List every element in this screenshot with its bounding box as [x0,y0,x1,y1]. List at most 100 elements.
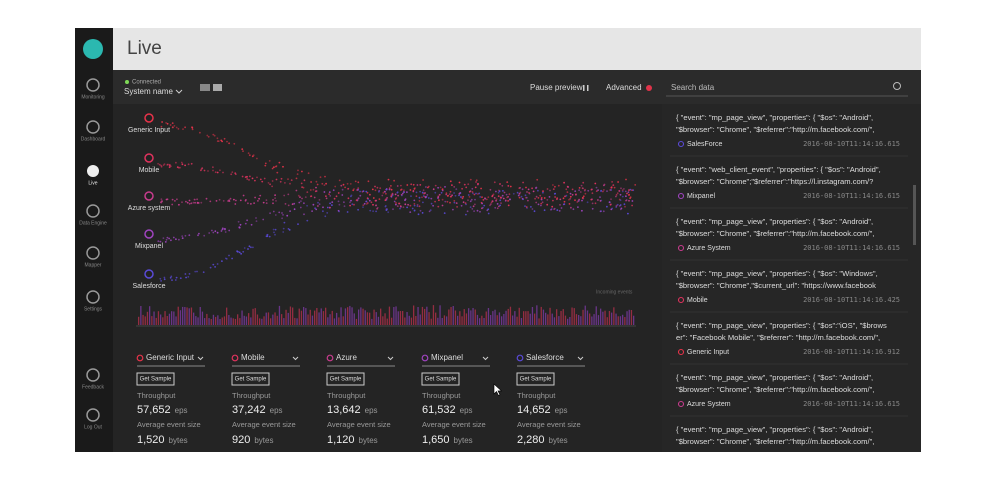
event-particle [233,142,236,145]
event-particle [157,162,160,165]
nav-label[interactable]: Data Engine [79,220,107,226]
activity-bar [254,308,256,325]
event-particle [546,203,549,206]
view-grid[interactable] [213,84,222,91]
activity-bar [613,307,615,325]
event-particle [289,210,291,213]
view-list[interactable] [200,84,210,91]
source-node[interactable] [144,113,154,123]
nav-label[interactable]: Mapper [85,262,102,268]
search-input[interactable]: Search data [671,83,715,92]
event-particle [234,172,237,175]
event-particle [316,183,319,186]
event-particle [203,234,206,237]
event-particle [342,183,345,186]
advanced[interactable]: Advanced [606,83,642,92]
event-particle [410,195,412,198]
search-icon[interactable] [893,82,901,90]
activity-bar [529,313,531,325]
activity-bar [531,307,534,325]
event-particle [239,223,242,226]
event-particle [228,200,231,203]
nav-icon[interactable] [87,165,99,177]
event-particle [301,186,303,189]
throughput-label: Throughput [232,391,271,400]
event-particle [356,189,358,191]
activity-bar [228,315,230,325]
nav-icon[interactable] [86,246,100,260]
nav-label[interactable]: Log Out [84,424,102,430]
event-particle [228,229,231,232]
source-select[interactable]: Salesforce [526,353,564,362]
nav-icon[interactable] [86,290,100,304]
source-select[interactable]: Mobile [241,353,265,362]
activity-bar [630,310,633,325]
sample-button-label[interactable]: Get Sample [330,377,362,383]
sample-button-label[interactable]: Get Sample [140,377,172,383]
source-node[interactable] [144,269,154,279]
nav-label[interactable]: Monitoring [81,94,105,100]
throughput-value: 14,652 [517,404,551,416]
throughput-unit: eps [365,406,378,415]
nav-icon[interactable] [86,120,100,134]
source-select[interactable]: Azure [336,353,357,362]
activity-bar [318,312,320,325]
size-label: Average event size [422,420,486,429]
system-select[interactable]: System name [124,87,173,96]
nav-icon[interactable] [86,204,100,218]
event-particle [504,199,507,202]
source-select[interactable]: Generic Input [146,353,195,362]
throughput-value: 13,642 [327,404,361,416]
chevron [292,356,299,361]
pause-preview[interactable]: Pause preview [530,83,583,92]
sample-button-label[interactable]: Get Sample [520,377,552,383]
event-particle [212,166,214,169]
event-particle [255,220,258,223]
event-particle [470,198,473,201]
activity-bar [569,317,571,325]
source-node[interactable] [144,229,154,239]
event-particle [375,210,377,213]
sample-button[interactable] [516,372,555,386]
sample-button[interactable] [326,372,365,386]
event-particle [571,188,574,191]
event-time: 2016-08-10T11:14:16.615 [803,140,900,148]
activity-bar [353,313,355,325]
event-particle [333,197,336,200]
nav-label[interactable]: Dashboard [81,136,106,142]
event-particle [229,197,232,200]
sample-button[interactable] [136,372,175,386]
activity-bar [208,318,210,325]
sample-button-label[interactable]: Get Sample [425,377,457,383]
event-particle [370,201,373,204]
nav-icon[interactable] [86,368,100,382]
source-node[interactable] [144,153,154,163]
sample-button-label[interactable]: Get Sample [235,377,267,383]
event-particle [372,197,375,199]
event-particle [421,212,424,214]
event-particle [499,199,502,202]
source-select[interactable]: Mixpanel [431,353,463,362]
sample-button[interactable] [231,372,270,386]
event-particle [207,135,210,138]
nav-icon[interactable] [86,408,100,422]
event-particle [344,186,346,189]
event-particle [304,196,307,199]
activity-bar [338,317,340,325]
activity-bar [490,315,492,325]
event-particle [365,203,368,205]
event-particle [409,204,412,207]
event-particle [599,196,601,199]
nav-label[interactable]: Feedback [82,384,104,390]
sample-button[interactable] [421,372,460,386]
event-particle [526,191,528,193]
event-particle [236,250,239,253]
event-particle [186,201,189,204]
event-particle [274,194,276,197]
nav-icon[interactable] [86,78,100,92]
nav-label[interactable]: Settings [84,306,103,312]
nav-label[interactable]: Live [88,180,97,186]
source-node[interactable] [144,191,154,201]
event-particle [444,186,446,188]
event-particle [469,206,472,209]
